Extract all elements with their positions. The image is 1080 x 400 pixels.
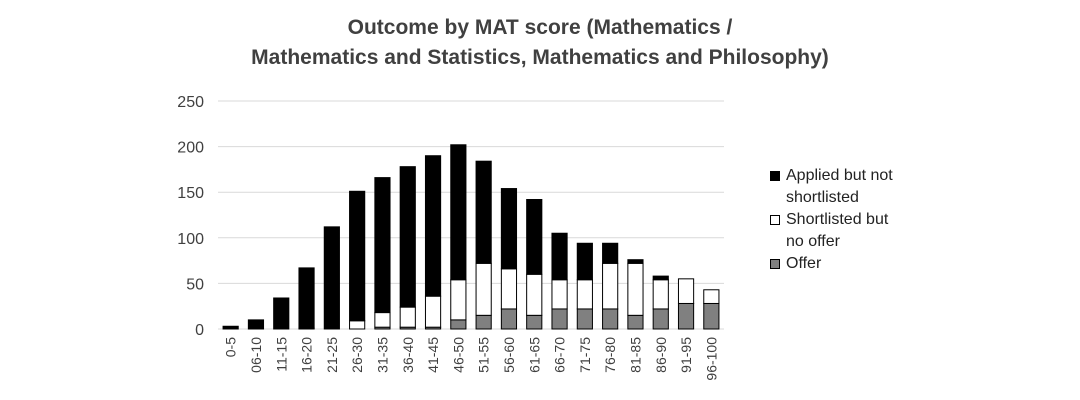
bar-segment bbox=[652, 279, 669, 310]
bar-segment bbox=[576, 279, 593, 310]
bar-segment bbox=[374, 312, 391, 328]
bar-segment bbox=[247, 319, 265, 330]
bar-segment bbox=[450, 144, 467, 281]
bar-segment bbox=[602, 242, 619, 264]
y-tick-label: 250 bbox=[177, 94, 204, 111]
x-tick-label: 86-90 bbox=[653, 337, 669, 373]
x-tick-label: 81-85 bbox=[627, 337, 643, 373]
bar-segment bbox=[551, 279, 568, 310]
legend-item: Applied but not shortlisted bbox=[770, 165, 910, 209]
bar-segment bbox=[374, 177, 391, 314]
bar-segment bbox=[500, 268, 518, 310]
bar-segment bbox=[298, 267, 315, 329]
bar-segment bbox=[500, 188, 518, 270]
bar-segment bbox=[450, 319, 467, 330]
x-tick-label: 06-10 bbox=[248, 337, 264, 373]
x-tick-label: 16-20 bbox=[299, 337, 315, 373]
bar-segment bbox=[627, 262, 644, 316]
y-tick-label: 150 bbox=[177, 185, 204, 202]
legend-swatch bbox=[770, 215, 780, 225]
bar-segment bbox=[627, 314, 644, 330]
legend-item: Offer bbox=[770, 253, 910, 275]
bar-segment bbox=[500, 308, 518, 330]
x-tick-label: 91-95 bbox=[678, 337, 694, 373]
x-tick-label: 46-50 bbox=[450, 337, 466, 373]
bar-segment bbox=[551, 232, 568, 281]
bar-segment bbox=[399, 166, 416, 308]
bar-segment bbox=[349, 190, 366, 322]
bar-segment bbox=[475, 160, 492, 264]
legend-label: Applied but not shortlisted bbox=[786, 167, 893, 206]
y-tick-label: 50 bbox=[186, 276, 204, 293]
x-tick-label: 66-70 bbox=[552, 337, 568, 373]
bar-segment bbox=[399, 306, 416, 328]
x-tick-label: 56-60 bbox=[501, 337, 517, 373]
bar-segment bbox=[349, 320, 366, 330]
legend-label: Shortlisted but no offer bbox=[786, 211, 889, 250]
y-tick-label: 100 bbox=[177, 231, 204, 248]
bar-segment bbox=[652, 308, 669, 330]
bar-segment bbox=[323, 226, 340, 330]
chart-title: Mathematics and Statistics, Mathematics … bbox=[251, 46, 829, 69]
bar-segment bbox=[450, 279, 467, 321]
x-tick-label: 31-35 bbox=[374, 337, 390, 373]
bar-segment bbox=[273, 297, 290, 330]
legend-item: Shortlisted but no offer bbox=[770, 209, 910, 253]
bar-segment bbox=[551, 308, 568, 330]
y-tick-label: 200 bbox=[177, 140, 204, 157]
bar-segment bbox=[526, 273, 543, 316]
bar-segment bbox=[424, 295, 442, 328]
bar-segment bbox=[576, 308, 593, 330]
bar-segment bbox=[677, 302, 695, 330]
x-tick-label: 36-40 bbox=[400, 337, 416, 373]
bar-segment bbox=[602, 308, 619, 330]
x-tick-label: 11-15 bbox=[273, 337, 289, 372]
bar-segment bbox=[475, 262, 492, 316]
x-tick-label: 26-30 bbox=[349, 337, 365, 373]
bar-segment bbox=[475, 314, 492, 330]
bar-segment bbox=[526, 314, 543, 330]
bar-segment bbox=[424, 155, 442, 297]
bar-segment bbox=[526, 198, 543, 275]
x-tick-label: 96-100 bbox=[703, 337, 719, 381]
legend: Applied but not shortlisted Shortlisted b… bbox=[770, 165, 910, 275]
x-tick-label: 21-25 bbox=[324, 337, 340, 373]
x-tick-label: 51-55 bbox=[476, 337, 492, 373]
legend-swatch bbox=[770, 171, 780, 181]
x-tick-label: 76-80 bbox=[602, 337, 618, 373]
chart-title: Outcome by MAT score (Mathematics / bbox=[348, 16, 733, 39]
bar-segment bbox=[602, 262, 619, 310]
x-tick-label: 61-65 bbox=[526, 337, 542, 373]
bar-segment bbox=[703, 289, 720, 304]
bar-segment bbox=[703, 302, 720, 330]
bar-segment bbox=[652, 275, 669, 281]
bar-segment bbox=[576, 242, 593, 281]
legend-label: Offer bbox=[786, 255, 822, 272]
x-tick-label: 71-75 bbox=[577, 337, 593, 373]
x-tick-label: 41-45 bbox=[425, 337, 441, 373]
y-tick-label: 0 bbox=[195, 322, 204, 339]
bar-segment bbox=[222, 325, 239, 330]
legend-swatch bbox=[770, 259, 780, 269]
x-tick-label: 0-5 bbox=[223, 337, 239, 357]
bar-segment bbox=[677, 278, 695, 304]
bar-segment bbox=[627, 259, 644, 264]
